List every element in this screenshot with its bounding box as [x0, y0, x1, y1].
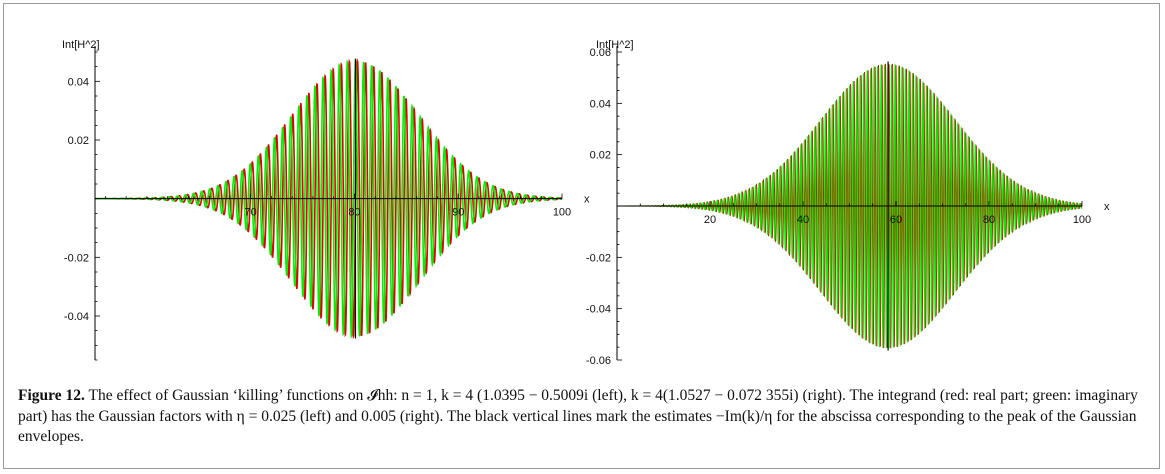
x-tick-label: 40	[797, 214, 809, 226]
imag-part-line	[95, 57, 563, 339]
imag-part-line	[616, 63, 1083, 349]
y-tick-label: -0.02	[586, 252, 611, 264]
x-tick-label: 70	[245, 207, 257, 219]
x-tick-label: 20	[704, 214, 716, 226]
y-tick-label: -0.04	[586, 304, 611, 316]
y-tick-label: 0.04	[68, 76, 89, 88]
y-tick-label: -0.06	[586, 355, 611, 367]
x-axis-label: x	[1104, 201, 1110, 213]
y-tick-label: 0.04	[590, 98, 611, 110]
x-axis-label: x	[584, 194, 590, 206]
y-tick-label: -0.02	[64, 252, 89, 264]
chart-left: 70 80 90 100 -0.04 -0.02 0.02 0.04 Int[H^2] x	[62, 39, 590, 361]
x-tick-label: 100	[1073, 214, 1091, 226]
caption-label: Figure 12.	[18, 387, 85, 404]
figure-caption: Figure 12. The effect of Gaussian ‘killi…	[18, 386, 1143, 448]
y-tick-label: 0.02	[590, 150, 611, 162]
caption-text: The effect of Gaussian ‘killing’ functio…	[18, 387, 1138, 445]
y-tick-label: -0.04	[64, 311, 89, 323]
chart-right: 20 40 60 80 100 -0.06 -0.04 -0.02 0.02 0.04 0.06In…	[586, 39, 1110, 367]
x-tick-label: 90	[452, 207, 464, 219]
x-tick-label: 60	[890, 214, 902, 226]
y-axis-label: Int[H^2]	[62, 39, 100, 51]
x-tick-label: 80	[348, 207, 360, 219]
x-tick-label: 80	[983, 214, 995, 226]
figure-plots: 70 80 90 100 -0.04 -0.02 0.02 0.04 Int[H^2] x 20 4…	[62, 39, 1110, 367]
y-tick-label: 0.02	[68, 135, 89, 147]
x-tick-label: 100	[553, 207, 571, 219]
y-tick-label: 0.06	[590, 47, 611, 59]
y-axis-label: Int[H^2]	[596, 39, 634, 51]
